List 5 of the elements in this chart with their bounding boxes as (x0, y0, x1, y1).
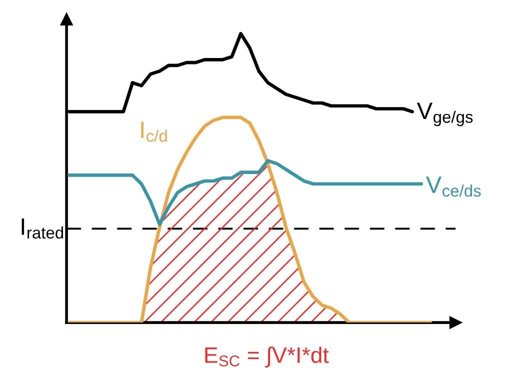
series-label: V$_{ce/ds}$ (426, 176, 481, 197)
series-label: I$_{c/d}$ (141, 122, 167, 142)
text: E$_{SC}$ = ∫V*I*dt (205, 346, 329, 368)
ref-line-label: I$_{rated}$ (22, 218, 64, 239)
series-label: V$_{ge/gs}$ (416, 102, 473, 126)
